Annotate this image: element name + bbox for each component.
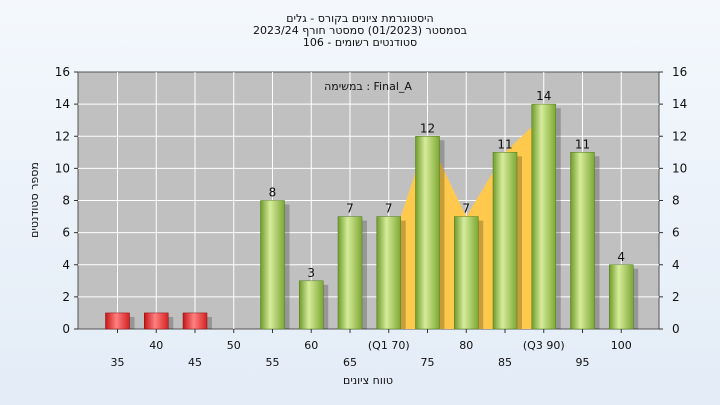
bar-Q390	[531, 103, 556, 330]
bar-55	[260, 200, 285, 330]
y-tick-label-left: 2	[62, 290, 70, 304]
x-tick-label: 60	[304, 339, 318, 352]
x-tick-label: 50	[227, 339, 241, 352]
y-tick-label-left: 0	[62, 322, 70, 336]
bar-85	[492, 152, 518, 330]
title-line-2: בסמסטר (01/2023) סמסטר חורף 2023/24	[253, 24, 467, 37]
value-labels: 8 3 7 7 12 7 11 14 11 4	[269, 89, 625, 280]
chart-title: היסטוגרמת ציונים בקורס - גלים בסמסטר (01…	[253, 12, 467, 49]
y-tick-label-left: 16	[55, 65, 70, 79]
x-tick-label: 100	[611, 339, 632, 352]
title-line-1: היסטוגרמת ציונים בקורס - גלים	[286, 12, 434, 25]
y-tick-label-right: 10	[672, 161, 687, 175]
y-tick-label-right: 6	[672, 226, 680, 240]
x-tick-label: 75	[421, 356, 435, 369]
bar-80	[454, 216, 479, 330]
bar-75	[415, 136, 440, 330]
bar-60	[299, 280, 324, 330]
title-line-3: סטודנטים רשומים - 106	[303, 36, 417, 49]
value-label: 14	[536, 89, 551, 103]
value-label: 3	[307, 266, 315, 280]
bar-95	[570, 152, 595, 330]
y-tick-label-right: 2	[672, 290, 680, 304]
x-axis-title: טווח ציונים	[343, 374, 393, 387]
value-label: 11	[575, 137, 590, 151]
bar-65	[337, 216, 363, 330]
x-tick-label: (Q3 90)	[523, 339, 565, 352]
y-tick-label-left: 8	[62, 194, 70, 208]
bars	[105, 103, 634, 330]
y-axis-right: 0 2 4 6 8 10 12 14 16	[659, 65, 687, 336]
x-tick-label: (Q1 70)	[368, 339, 410, 352]
y-tick-label-right: 8	[672, 194, 680, 208]
x-tick-label: 85	[498, 356, 512, 369]
x-tick-label: 95	[576, 356, 590, 369]
value-label: 7	[346, 202, 354, 216]
value-label: 11	[497, 137, 512, 151]
y-tick-label-right: 14	[672, 97, 687, 111]
value-label: 8	[269, 186, 277, 200]
y-tick-label-left: 6	[62, 226, 70, 240]
bar-Q170	[376, 216, 401, 330]
x-tick-label: 65	[343, 356, 357, 369]
value-label: 12	[420, 121, 435, 135]
y-tick-label-left: 12	[55, 129, 70, 143]
bar-40	[144, 312, 169, 330]
x-tick-label: 45	[188, 356, 202, 369]
bar-35	[105, 312, 130, 330]
x-tick-label: 35	[111, 356, 125, 369]
value-label: 7	[462, 202, 470, 216]
y-tick-label-right: 12	[672, 129, 687, 143]
y-tick-label-left: 10	[55, 161, 70, 175]
x-tick-label: 55	[266, 356, 280, 369]
legend-text: במשימה : Final_A	[324, 80, 412, 93]
y-axis-left: 0 2 4 6 8 10 12 14 16	[55, 65, 78, 336]
x-axis: 35 40 45 50 55 60 65 (Q1 70) 75 80 85 (Q3 90) 95 100	[111, 329, 632, 369]
bar-45	[182, 312, 208, 330]
y-tick-label-right: 4	[672, 258, 680, 272]
y-tick-label-right: 16	[672, 65, 687, 79]
x-tick-label: 80	[459, 339, 473, 352]
y-axis-title: מספר סטודנטים	[28, 162, 41, 238]
y-tick-label-left: 4	[62, 258, 70, 272]
y-tick-label-right: 0	[672, 322, 680, 336]
bar-100	[609, 264, 634, 330]
x-tick-label: 40	[149, 339, 163, 352]
value-label: 4	[617, 250, 625, 264]
value-label: 7	[385, 202, 393, 216]
y-tick-label-left: 14	[55, 97, 70, 111]
